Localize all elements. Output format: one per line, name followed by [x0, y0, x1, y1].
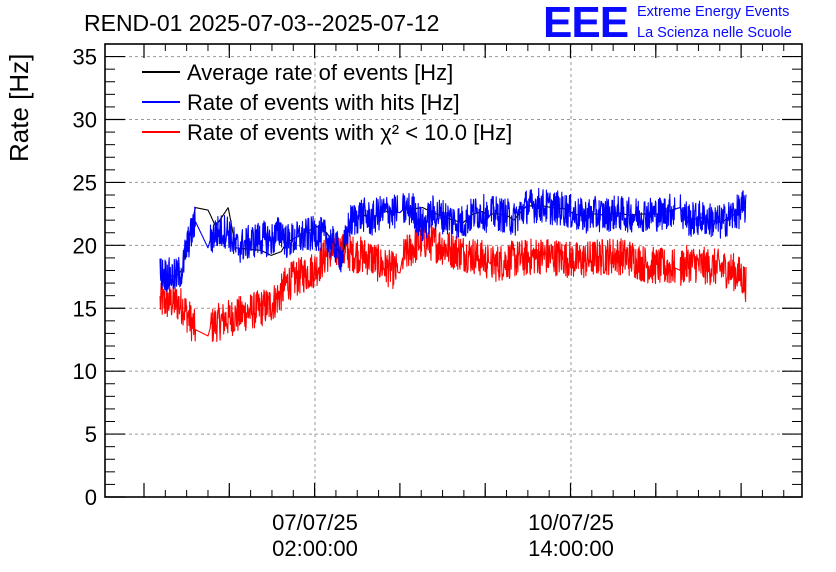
y-tick-label: 20 [73, 233, 97, 258]
x-tick-time: 02:00:00 [272, 536, 358, 561]
y-tick-label: 5 [85, 422, 97, 447]
series-line-1 [159, 187, 747, 293]
y-tick-label: 30 [73, 108, 97, 133]
legend-label-average: Average rate of events [Hz] [187, 60, 453, 85]
axis-ticks [105, 44, 802, 498]
legend-label-hits: Rate of events with hits [Hz] [187, 90, 460, 115]
series-line-2 [159, 222, 747, 342]
y-tick-label: 10 [73, 359, 97, 384]
logo-line-2: La Scienza nelle Scuole [637, 25, 792, 41]
x-tick-date: 07/07/25 [272, 510, 358, 535]
legend-label-chi2: Rate of events with χ² < 10.0 [Hz] [187, 120, 512, 145]
eee-logo: EEE [543, 0, 629, 47]
chart-title: REND-01 2025-07-03--2025-07-12 [84, 10, 440, 36]
y-tick-label: 0 [85, 485, 97, 510]
y-tick-label: 25 [73, 170, 97, 195]
logo-line-1: Extreme Energy Events [637, 4, 790, 20]
y-tick-label: 35 [73, 45, 97, 70]
y-tick-labels: 0 5 10 15 20 25 30 35 [73, 45, 97, 510]
legend: Average rate of events [Hz] Rate of even… [142, 60, 512, 145]
x-tick-date: 10/07/25 [528, 510, 614, 535]
y-tick-label: 15 [73, 296, 97, 321]
series-layer [159, 187, 747, 342]
x-tick-time: 14:00:00 [528, 536, 614, 561]
